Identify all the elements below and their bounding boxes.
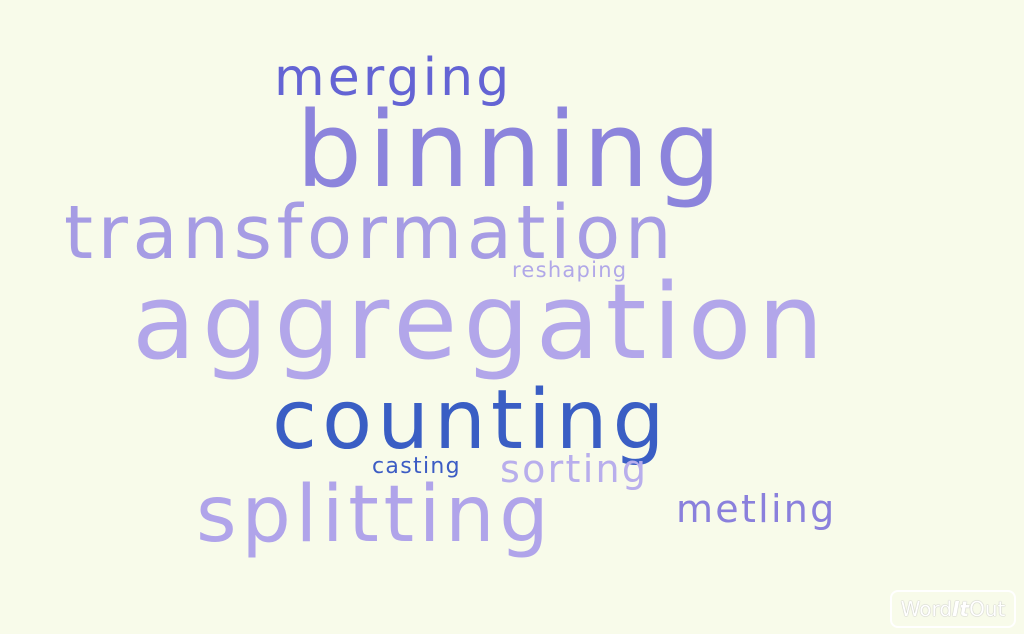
logo-it: It	[952, 597, 970, 621]
word-reshaping: reshaping	[512, 258, 628, 282]
word-binning: binning	[296, 89, 728, 211]
wordитout-logo[interactable]: Word It Out	[890, 590, 1016, 628]
word-metling: metling	[676, 487, 837, 531]
word-splitting: splitting	[196, 470, 554, 560]
word-counting: counting	[272, 373, 670, 468]
logo-word: Word	[900, 597, 953, 621]
word-casting: casting	[372, 454, 461, 479]
word-merging: merging	[274, 48, 513, 108]
word-sorting: sorting	[500, 447, 649, 491]
word-transformation: transformation	[64, 190, 677, 276]
word-aggregation: aggregation	[132, 261, 830, 383]
logo-out: Out	[969, 597, 1006, 621]
